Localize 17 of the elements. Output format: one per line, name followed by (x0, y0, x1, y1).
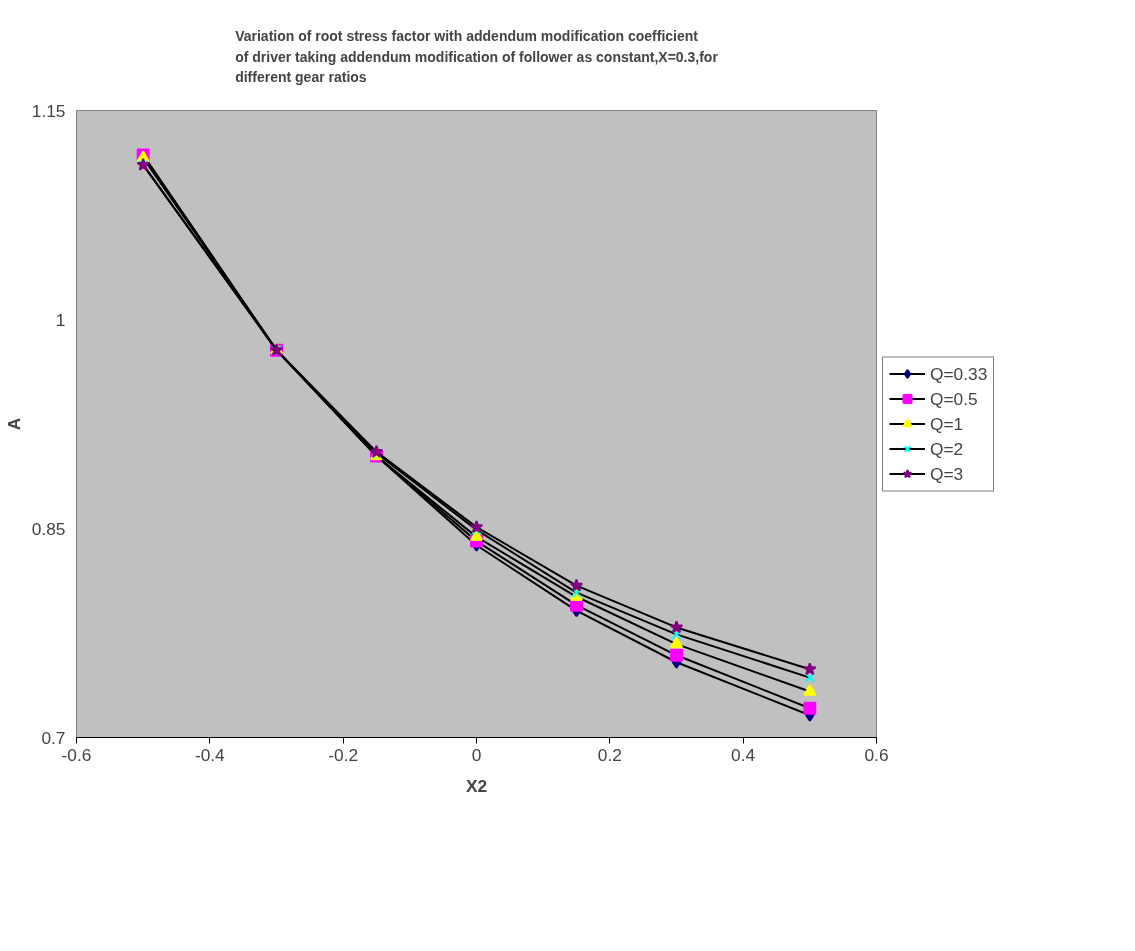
y-tick-label: 0.85 (31, 518, 66, 539)
legend-label: Q=3 (930, 463, 964, 484)
x-axis-title: X2 (465, 775, 488, 796)
y-axis-title: A (3, 417, 24, 431)
y-tick-label: 1.15 (31, 100, 66, 121)
legend-label: Q=0.5 (930, 388, 978, 409)
x-tick-label: 0 (471, 744, 482, 765)
legend-label: Q=0.33 (930, 363, 988, 384)
x-tick-label: 0.6 (864, 744, 889, 765)
chart-title: Variation of root stress factor with addendum modification coefficient of driver taking addendum modification of follower as constant,X=0.3,for different gear ratios (235, 27, 719, 86)
x-tick-label: 0.4 (731, 744, 756, 765)
x-tick-label: -0.2 (328, 744, 359, 765)
y-tick-label: 1 (55, 309, 66, 330)
x-tick-label: 0.2 (597, 744, 622, 765)
legend-label: Q=2 (930, 438, 964, 459)
legend-label: Q=1 (930, 413, 964, 434)
x-tick-label: -0.4 (194, 744, 226, 765)
